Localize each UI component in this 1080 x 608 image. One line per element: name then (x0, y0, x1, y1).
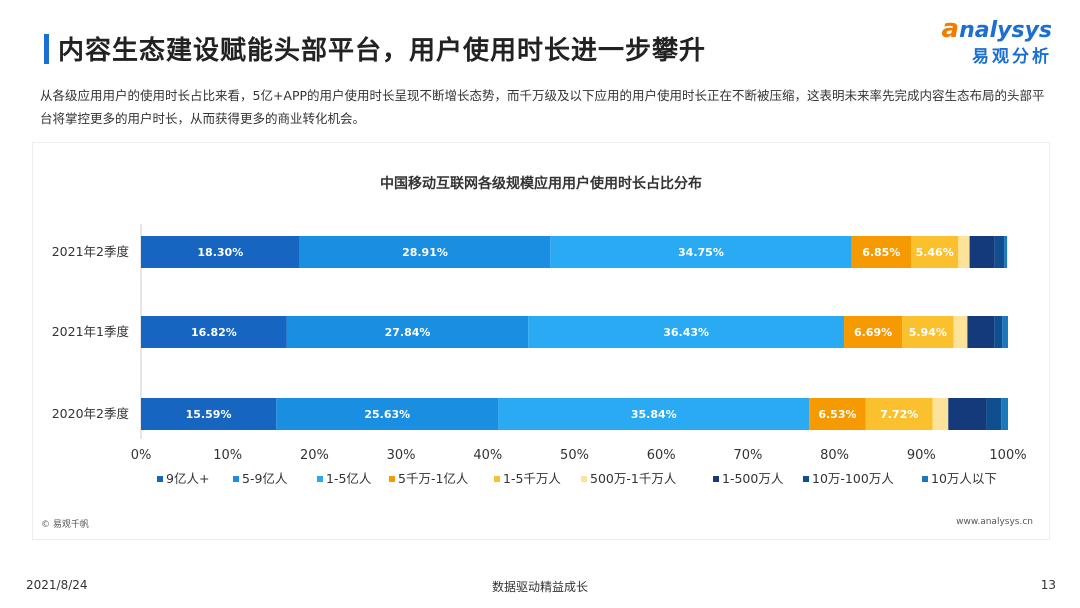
bar-segment (953, 316, 968, 348)
legend-label: 10万人以下 (931, 471, 997, 486)
bar-segment (528, 316, 845, 348)
title-accent-bar (44, 34, 49, 64)
logo-chinese-name: 易观分析 (972, 47, 1052, 67)
legend-label: 10万-100万人 (812, 471, 894, 486)
bar-segment (141, 398, 277, 430)
website-link[interactable]: www.analysys.cn (956, 517, 1033, 527)
x-tick-label: 90% (907, 448, 936, 463)
data-label: 5.94% (909, 326, 947, 339)
x-tick-label: 10% (213, 448, 242, 463)
page-number: 13 (1040, 578, 1056, 592)
x-tick-label: 80% (820, 448, 849, 463)
data-label: 15.59% (186, 408, 232, 421)
x-tick-label: 100% (989, 448, 1026, 463)
data-label: 6.69% (854, 326, 892, 339)
bar-segment (994, 316, 1003, 348)
legend-swatch (233, 476, 239, 482)
category-label: 2021年2季度 (52, 244, 130, 259)
bar-segment (299, 236, 551, 268)
category-label: 2021年1季度 (52, 324, 130, 339)
copyright-note: © 易观千帆 (41, 520, 89, 530)
legend-swatch (389, 476, 395, 482)
legend-label: 1-500万人 (722, 471, 784, 486)
analysys-logo: analysys 易观分析 (942, 14, 1052, 67)
bar-segment (141, 316, 287, 348)
bar-segment (1002, 316, 1008, 348)
bar-segment (902, 316, 954, 348)
category-label: 2020年2季度 (52, 406, 130, 421)
x-tick-label: 60% (647, 448, 676, 463)
data-label: 6.53% (818, 408, 856, 421)
legend-label: 9亿人+ (166, 471, 209, 486)
legend-swatch (317, 476, 323, 482)
data-label: 34.75% (678, 246, 724, 259)
legend-label: 5千万-1亿人 (398, 471, 469, 486)
legend-swatch (922, 476, 928, 482)
bar-segment (948, 398, 987, 430)
data-label: 16.82% (191, 326, 237, 339)
legend-swatch (713, 476, 719, 482)
data-label: 35.84% (631, 408, 677, 421)
bar-segment (851, 236, 911, 268)
data-label: 27.84% (385, 326, 431, 339)
intro-paragraph: 从各级应用用户的使用时长占比来看，5亿+APP的用户使用时长呈现不断增长态势，而… (40, 88, 1045, 126)
bar-segment (1004, 236, 1008, 268)
bar-segment (986, 398, 1002, 430)
data-label: 18.30% (197, 246, 243, 259)
x-tick-label: 40% (473, 448, 502, 463)
data-label: 5.46% (916, 246, 954, 259)
stacked-bar-chart: 2021年2季度 18.30% 28.91% 34.75% 6.85% 5.46% 2021… (52, 224, 1027, 486)
bar-segment (932, 398, 949, 430)
data-label: 36.43% (663, 326, 709, 339)
bar-segment (550, 236, 852, 268)
bar-segment (844, 316, 903, 348)
bar-segment (498, 398, 810, 430)
bar-segment (958, 236, 970, 268)
legend-label: 1-5亿人 (326, 471, 372, 486)
bar-segment (141, 236, 300, 268)
x-tick-label: 0% (131, 448, 152, 463)
footer-slogan: 数据驱动精益成长 (491, 580, 588, 594)
legend-swatch (581, 476, 587, 482)
bar-segment (1001, 398, 1008, 430)
legend-swatch (494, 476, 500, 482)
data-label: 28.91% (402, 246, 448, 259)
legend-label: 500万-1千万人 (590, 471, 677, 486)
legend-label: 1-5千万人 (503, 471, 561, 486)
bar-segment (286, 316, 529, 348)
x-tick-label: 70% (733, 448, 762, 463)
chart-card: 中国移动互联网各级规模应用用户使用时长占比分布 2021年2季度 18.30% 28… (32, 142, 1050, 540)
page-title: 内容生态建设赋能头部平台，用户使用时长进一步攀升 (58, 36, 707, 66)
data-label: 6.85% (862, 246, 900, 259)
bar-segment (809, 398, 866, 430)
legend-label: 5-9亿人 (242, 471, 288, 486)
data-label: 25.63% (364, 408, 410, 421)
bar-segment (865, 398, 933, 430)
bar-segment (969, 236, 995, 268)
footer-date: 2021/8/24 (26, 578, 88, 592)
bar-segment (276, 398, 499, 430)
bar-segment (994, 236, 1005, 268)
x-tick-label: 30% (387, 448, 416, 463)
logo-wordmark: analysys (941, 14, 1052, 44)
legend-swatch (803, 476, 809, 482)
chart-title: 中国移动互联网各级规模应用用户使用时长占比分布 (380, 176, 702, 192)
x-tick-label: 50% (560, 448, 589, 463)
bar-segment (967, 316, 995, 348)
legend-swatch (157, 476, 163, 482)
data-label: 7.72% (880, 408, 918, 421)
bar-segment (910, 236, 959, 268)
x-tick-label: 20% (300, 448, 329, 463)
